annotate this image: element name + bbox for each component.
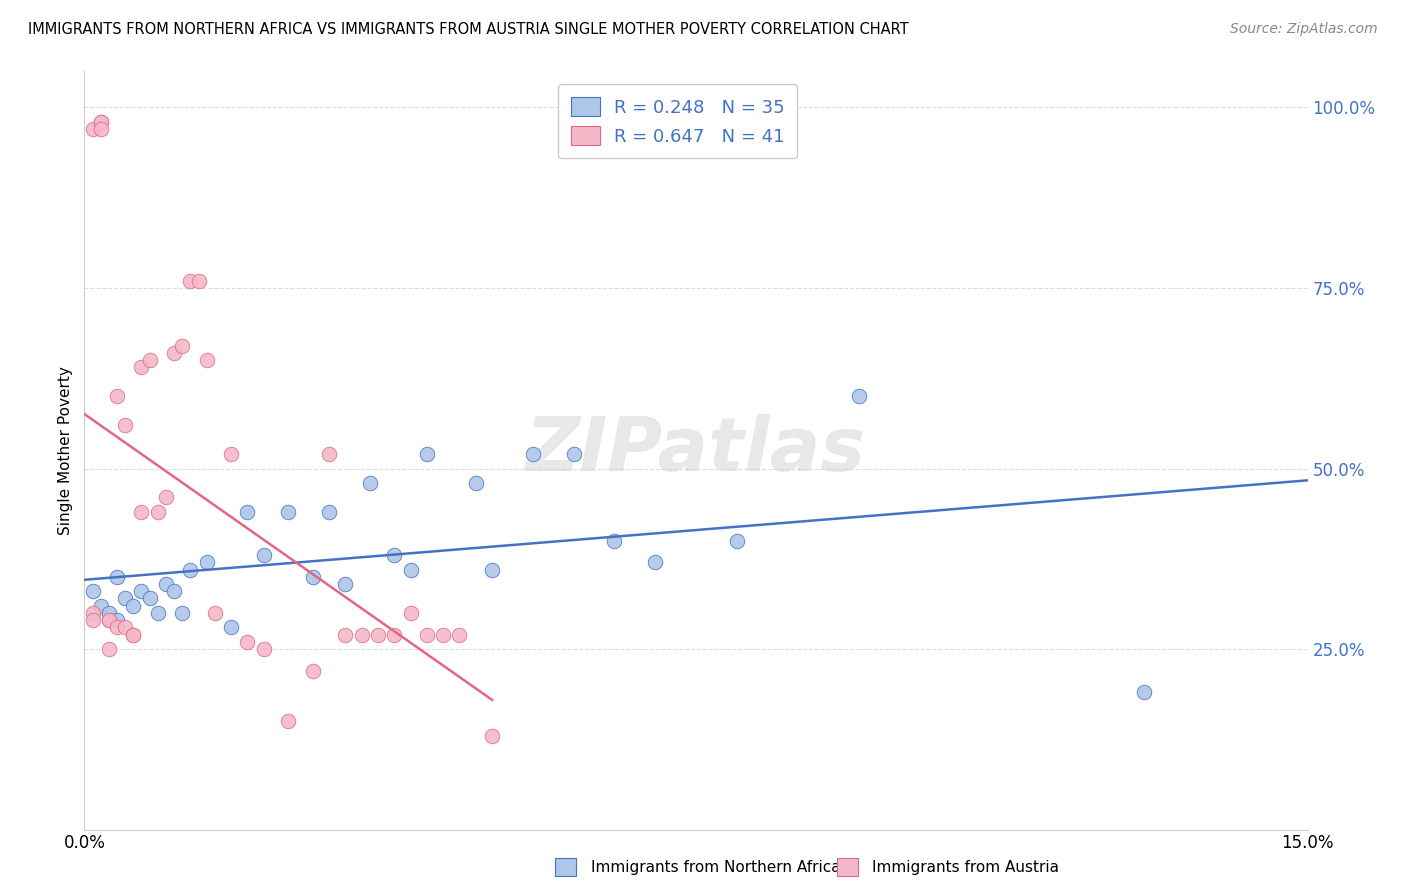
Point — [382, 548, 405, 562]
Point — [90, 115, 112, 129]
Point — [155, 577, 177, 591]
Point — [236, 635, 259, 649]
Point — [90, 122, 112, 136]
Point — [399, 563, 422, 577]
Point — [172, 606, 194, 620]
Point — [138, 591, 160, 606]
Point — [131, 360, 153, 375]
Point — [97, 606, 120, 620]
Point — [1133, 685, 1156, 699]
Point — [277, 714, 299, 729]
Point — [163, 346, 186, 360]
Legend: R = 0.248   N = 35, R = 0.647   N = 41: R = 0.248 N = 35, R = 0.647 N = 41 — [558, 84, 797, 158]
Point — [318, 505, 340, 519]
Point — [105, 570, 128, 584]
Point — [138, 353, 160, 368]
Point — [464, 475, 486, 490]
Point — [105, 613, 128, 627]
Point — [725, 533, 748, 548]
Text: Source: ZipAtlas.com: Source: ZipAtlas.com — [1230, 22, 1378, 37]
Point — [277, 505, 299, 519]
Point — [105, 389, 128, 403]
Point — [131, 505, 153, 519]
Point — [359, 475, 381, 490]
Point — [114, 620, 136, 634]
Point — [350, 627, 373, 641]
Point — [114, 418, 136, 433]
Point — [253, 548, 276, 562]
Point — [179, 563, 201, 577]
Point — [562, 447, 585, 461]
Point — [219, 447, 242, 461]
Point — [432, 627, 454, 641]
Point — [522, 447, 544, 461]
Point — [97, 613, 120, 627]
Point — [481, 563, 503, 577]
Point — [603, 533, 626, 548]
Point — [97, 642, 120, 657]
Point — [367, 627, 389, 641]
Point — [236, 505, 259, 519]
Point — [195, 353, 218, 368]
Point — [131, 584, 153, 599]
Point — [122, 599, 145, 613]
Point — [449, 627, 471, 641]
Point — [335, 627, 357, 641]
Point — [195, 555, 218, 569]
Point — [179, 274, 201, 288]
Point — [163, 584, 186, 599]
Point — [105, 620, 128, 634]
Point — [644, 555, 666, 569]
Point — [122, 627, 145, 641]
Point — [848, 389, 870, 403]
Point — [90, 599, 112, 613]
Point — [416, 627, 439, 641]
Point — [335, 577, 357, 591]
Point — [97, 613, 120, 627]
Text: ZIPatlas: ZIPatlas — [526, 414, 866, 487]
Point — [82, 613, 104, 627]
Point — [82, 606, 104, 620]
Text: Immigrants from Austria: Immigrants from Austria — [872, 860, 1059, 874]
Point — [146, 606, 169, 620]
Point — [187, 274, 209, 288]
Point — [382, 627, 405, 641]
Point — [399, 606, 422, 620]
Point — [416, 447, 439, 461]
Point — [301, 570, 323, 584]
Point — [172, 339, 194, 353]
Point — [318, 447, 340, 461]
Point — [301, 664, 323, 678]
Point — [155, 491, 177, 505]
Y-axis label: Single Mother Poverty: Single Mother Poverty — [58, 366, 73, 535]
Point — [219, 620, 242, 634]
Point — [146, 505, 169, 519]
Point — [481, 729, 503, 743]
Point — [122, 627, 145, 641]
Point — [90, 115, 112, 129]
Point — [82, 122, 104, 136]
Point — [82, 584, 104, 599]
Point — [114, 591, 136, 606]
Text: IMMIGRANTS FROM NORTHERN AFRICA VS IMMIGRANTS FROM AUSTRIA SINGLE MOTHER POVERTY: IMMIGRANTS FROM NORTHERN AFRICA VS IMMIG… — [28, 22, 908, 37]
Point — [253, 642, 276, 657]
Point — [204, 606, 226, 620]
Text: Immigrants from Northern Africa: Immigrants from Northern Africa — [591, 860, 841, 874]
